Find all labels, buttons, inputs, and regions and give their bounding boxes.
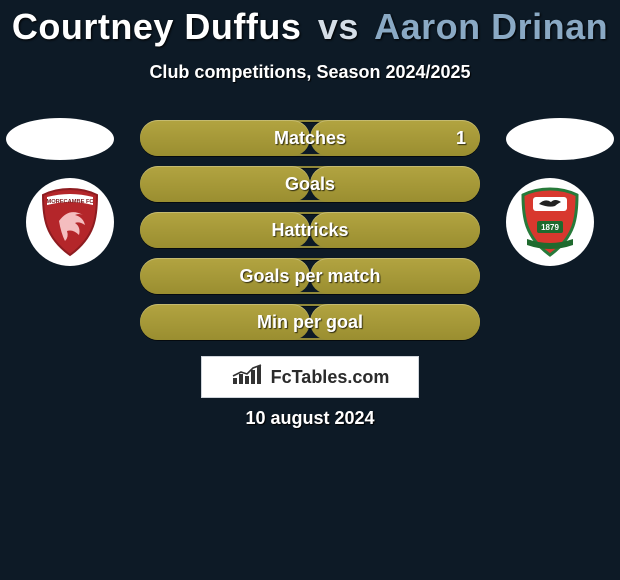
club1-shield-icon: MORECAMBE FC — [39, 187, 101, 257]
stat-bar-fill-left — [140, 258, 310, 294]
club1-badge: MORECAMBE FC — [26, 178, 114, 266]
stat-bars: Matches 1 Goals Hattricks — [140, 120, 480, 350]
footer-date: 10 august 2024 — [0, 408, 620, 429]
brand-chart-icon — [231, 364, 267, 391]
vs-label: vs — [318, 6, 359, 47]
player2-avatar-placeholder — [506, 118, 614, 160]
comparison-card: Courtney Duffus vs Aaron Drinan Club com… — [0, 0, 620, 580]
stat-bar-fill-left — [140, 212, 310, 248]
stat-row-min-per-goal: Min per goal — [140, 304, 480, 340]
svg-text:MORECAMBE FC: MORECAMBE FC — [46, 199, 93, 205]
svg-text:1879: 1879 — [541, 223, 559, 232]
club2-shield-icon: 1879 — [519, 187, 581, 257]
stat-bar-fill-right — [310, 258, 480, 294]
stat-bar-fill-left — [140, 304, 310, 340]
stat-bar-fill-right — [310, 120, 480, 156]
stat-bar-fill-right — [310, 166, 480, 202]
stat-bar-fill-left — [140, 120, 310, 156]
stat-row-matches: Matches 1 — [140, 120, 480, 156]
page-subtitle: Club competitions, Season 2024/2025 — [0, 62, 620, 83]
brand-text: FcTables.com — [271, 367, 390, 388]
page-title: Courtney Duffus vs Aaron Drinan — [0, 0, 620, 48]
player2-name: Aaron Drinan — [374, 6, 608, 47]
stat-row-goals: Goals — [140, 166, 480, 202]
club2-badge: 1879 — [506, 178, 594, 266]
stat-row-hattricks: Hattricks — [140, 212, 480, 248]
player1-name: Courtney Duffus — [12, 6, 302, 47]
stat-bar-fill-right — [310, 212, 480, 248]
player1-avatar-placeholder — [6, 118, 114, 160]
brand-box[interactable]: FcTables.com — [201, 356, 419, 398]
comparison-body: MORECAMBE FC 1879 — [0, 100, 620, 360]
stat-bar-fill-left — [140, 166, 310, 202]
stat-row-goals-per-match: Goals per match — [140, 258, 480, 294]
stat-bar-fill-right — [310, 304, 480, 340]
